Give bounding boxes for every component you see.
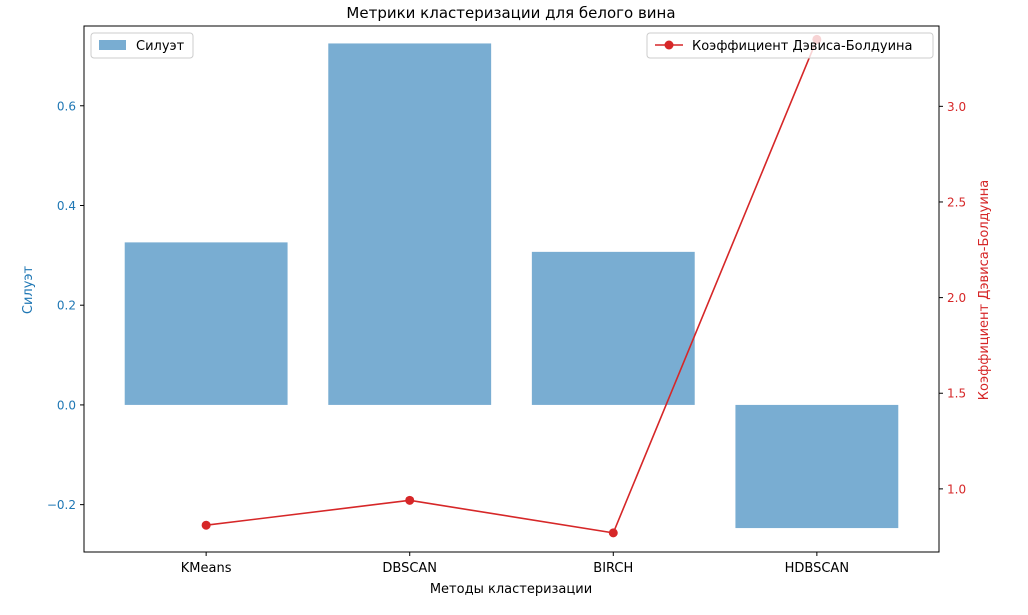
right-y-tick-label: 1.0 [947,482,966,496]
legend-bars: Силуэт [90,32,194,59]
db-index-point-birch [608,528,618,538]
chart-title: Метрики кластеризации для белого вина [346,4,675,22]
legend-line: Коэффициент Дэвиса-Болдуина [646,32,934,59]
db-index-point-kmeans [201,520,211,530]
right-y-tick-label: 2.5 [947,195,966,209]
bar-hdbscan [735,404,899,529]
legend-line-marker [664,40,674,50]
x-axis: KMeans DBSCAN BIRCH HDBSCAN [181,552,849,576]
right-y-tick-label: 2.0 [947,291,966,305]
x-axis-label: Методы кластеризации [430,582,592,597]
x-tick-label: KMeans [181,561,232,576]
x-tick-label: HDBSCAN [785,561,849,576]
db-index-point-dbscan [405,495,415,505]
x-tick-label: DBSCAN [382,561,437,576]
right-y-axis-label: Коэффициент Дэвиса-Болдуина [977,180,992,400]
left-y-axis-label: Силуэт [21,265,36,314]
left-y-tick-label: 0.4 [57,199,76,213]
legend-bars-label: Силуэт [136,39,185,54]
legend-bars-frame [90,32,194,59]
left-y-tick-label: 0.2 [57,299,76,313]
bars-layer [124,43,899,529]
left-y-tick-label: 0.6 [57,99,76,113]
right-y-tick-label: 1.5 [947,387,966,401]
left-y-axis: −0.2 0.0 0.2 0.4 0.6 [47,99,84,512]
db-index-line [206,39,818,534]
line-layer [201,34,822,538]
legend-line-label: Коэффициент Дэвиса-Болдуина [692,39,912,54]
plot-frame [83,25,940,553]
bar-dbscan [328,43,492,405]
x-tick-label: BIRCH [593,561,633,576]
right-y-tick-label: 3.0 [947,100,966,114]
legend-line-frame [646,32,934,59]
right-y-axis: 1.0 1.5 2.0 2.5 3.0 [939,100,966,496]
legend-bars-swatch [99,40,126,50]
bar-kmeans [124,242,288,405]
left-y-tick-label: −0.2 [47,498,76,512]
bar-birch [531,251,695,405]
left-y-tick-label: 0.0 [57,398,76,412]
